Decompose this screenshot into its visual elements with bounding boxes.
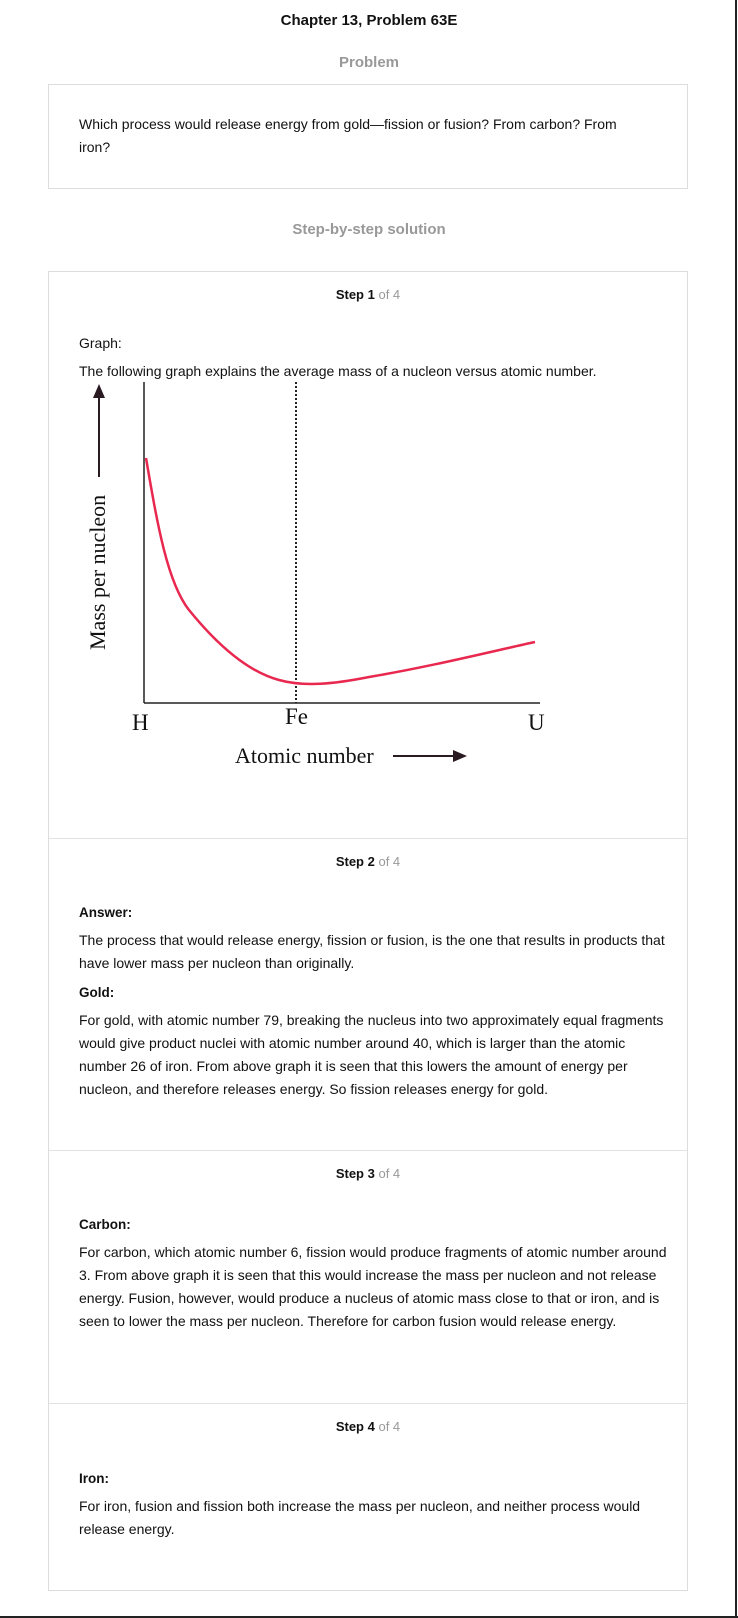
step-2-count: of 4 — [378, 854, 401, 869]
step-1-header: Step 1 of 4 — [49, 287, 687, 302]
step-3-label: Step 3 — [335, 1166, 375, 1181]
page-frame-bottom — [0, 1616, 738, 1618]
step-4-count: of 4 — [378, 1419, 401, 1434]
x-axis-label: Atomic number — [235, 743, 374, 768]
problem-box: Which process would release energy from … — [48, 84, 688, 189]
carbon-heading: Carbon: — [79, 1217, 131, 1232]
y-axis-arrowhead — [93, 384, 105, 398]
carbon-text: For carbon, which atomic number 6, fissi… — [79, 1244, 667, 1329]
step-2-label: Step 2 — [335, 854, 375, 869]
step-1-label: Step 1 — [335, 287, 375, 302]
step-4-header: Step 4 of 4 — [49, 1419, 687, 1434]
step-divider — [49, 1150, 687, 1151]
y-axis-label: Mass per nucleon — [85, 495, 110, 650]
step-1-count: of 4 — [378, 287, 401, 302]
solution-heading: Step-by-step solution — [292, 221, 446, 238]
step-divider — [49, 1403, 687, 1404]
step-2-header: Step 2 of 4 — [49, 854, 687, 869]
gold-text: For gold, with atomic number 79, breakin… — [79, 1012, 664, 1097]
step-3-count: of 4 — [378, 1166, 401, 1181]
graph-label: Graph: — [79, 335, 122, 351]
x-axis-arrowhead — [453, 750, 467, 762]
mass-per-nucleon-graph: Mass per nucleon H Fe U Atomic number — [85, 382, 545, 768]
x-tick-fe: Fe — [285, 704, 308, 729]
x-tick-u: U — [528, 710, 545, 735]
problem-heading: Problem — [338, 54, 399, 71]
solution-box: Step 1 of 4 Graph: The following graph e… — [48, 271, 688, 1591]
answer-heading: Answer: — [79, 905, 133, 920]
iron-heading: Iron: — [79, 1471, 109, 1486]
mass-curve — [144, 457, 536, 686]
page-frame-right — [735, 0, 737, 1618]
answer-text: The process that would release energy, f… — [79, 932, 665, 971]
step-3-header: Step 3 of 4 — [49, 1166, 687, 1181]
step-divider — [49, 838, 687, 839]
graph-intro: The following graph explains the average… — [79, 363, 597, 379]
page-title: Chapter 13, Problem 63E — [280, 12, 458, 29]
step-4-label: Step 4 — [335, 1419, 375, 1434]
problem-text: Which process would release energy from … — [79, 116, 617, 155]
iron-text: For iron, fusion and fission both increa… — [79, 1498, 641, 1537]
x-tick-h: H — [132, 710, 149, 735]
gold-heading: Gold: — [79, 985, 115, 1000]
